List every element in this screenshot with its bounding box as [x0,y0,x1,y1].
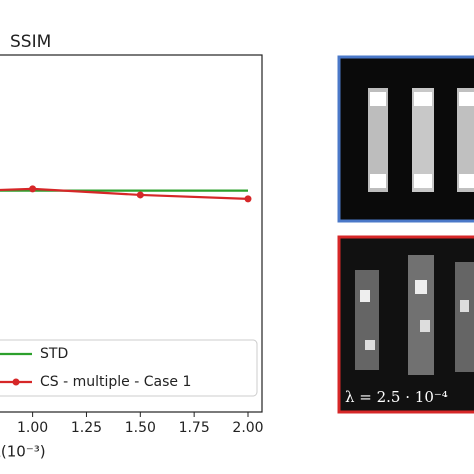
chart-title: SSIM [10,32,51,52]
annotation: λ = 2.5 · 10⁻⁴ [345,388,448,406]
point [29,185,37,193]
legend: STD CS - multiple - Case 1 [0,339,258,397]
x-tick-label: 2.00 [232,420,263,436]
legend-label: STD [40,346,68,362]
image-bottom: λ = 2.5 · 10⁻⁴ [337,235,474,414]
x-axis-label: λ(10⁻³) [0,443,46,461]
x-tick-label: 1.00 [17,420,48,436]
x-tick-label: 1.75 [179,420,210,436]
x-tick-label: 1.25 [71,420,102,436]
plot-frame [0,54,263,413]
x-tick-label: 1.50 [125,420,156,436]
image-top [337,55,474,223]
point [136,191,144,199]
legend-box [0,339,258,397]
point [244,195,252,203]
legend-marker [12,378,20,386]
legend-label: CS - multiple - Case 1 [40,374,191,390]
series-line [0,187,249,200]
